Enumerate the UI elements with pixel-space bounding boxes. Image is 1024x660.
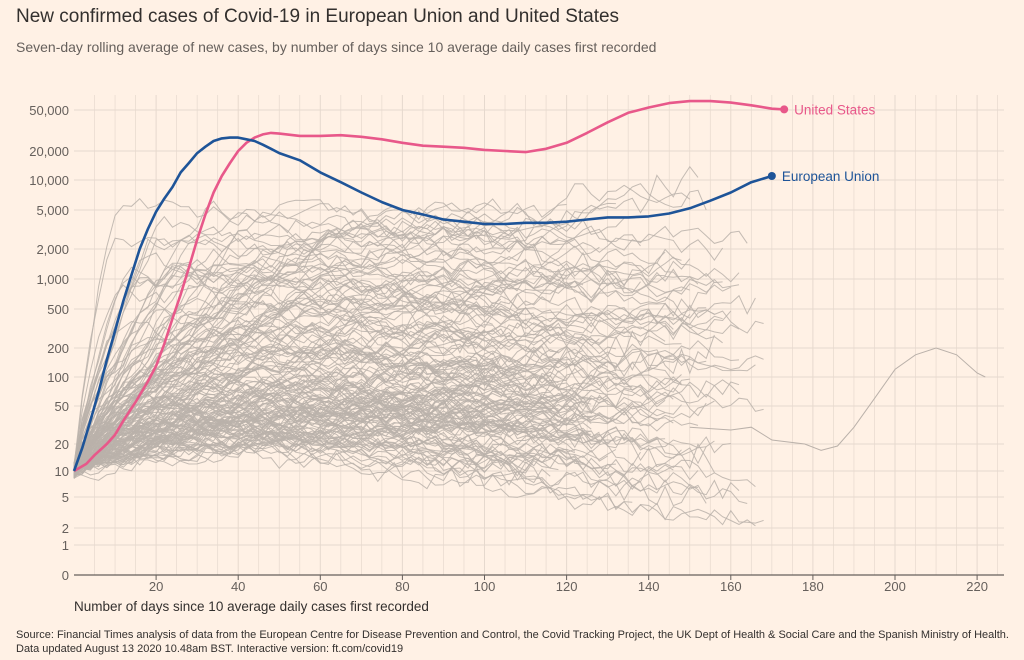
x-tick-label: 20 (149, 579, 163, 594)
x-axis-title: Number of days since 10 average daily ca… (74, 599, 429, 614)
other-country-line (73, 381, 534, 465)
other-country-line (73, 202, 567, 476)
other-country-line (73, 197, 724, 479)
other-country-line (73, 294, 502, 466)
other-country-line (73, 316, 608, 471)
other-country-line (73, 262, 723, 475)
other-country-line (73, 401, 592, 472)
other-country-line (73, 418, 526, 468)
y-tick-label: 1,000 (36, 272, 69, 287)
x-tick-label: 160 (720, 579, 742, 594)
other-country-line (73, 251, 666, 479)
united-states-line (73, 99, 785, 473)
european-union-line (72, 136, 773, 472)
y-tick-label: 5 (62, 490, 69, 505)
other-country-line (73, 224, 682, 476)
other-country-line (689, 347, 986, 451)
other-country-line (73, 430, 633, 511)
other-country-line (73, 419, 592, 476)
other-country-line (73, 397, 731, 473)
y-tick-label: 20,000 (29, 144, 69, 159)
other-country-line (73, 281, 715, 478)
x-tick-label: 120 (556, 579, 578, 594)
other-country-line (73, 304, 485, 470)
other-country-line (73, 232, 625, 478)
x-axis-ticks: 20 40 60 80 100 120 140 160 180 200 220 (149, 575, 988, 594)
other-country-line (73, 352, 691, 479)
y-tick-label: 50,000 (29, 103, 69, 118)
y-tick-label: 50 (55, 399, 69, 414)
y-tick-label: 1 (62, 538, 69, 553)
other-country-line (73, 331, 707, 477)
x-tick-label: 80 (395, 579, 409, 594)
other-country-line (73, 243, 600, 468)
y-tick-label: 20 (55, 437, 69, 452)
united-states-label: United States (794, 102, 875, 117)
other-country-line (73, 407, 534, 476)
chart-title: New confirmed cases of Covid-19 in Europ… (16, 6, 620, 27)
data-updated-line: Data updated August 13 2020 10.48am BST.… (16, 643, 404, 655)
other-country-line (73, 400, 715, 470)
source-note: Source: Financial Times analysis of data… (16, 628, 1009, 656)
y-axis-ticks: 50,00020,00010,0005,0002,0001,0005002001… (29, 103, 69, 583)
other-country-line (73, 248, 715, 473)
other-country-line (73, 410, 625, 481)
other-country-line (73, 400, 575, 479)
european-union-label: European Union (782, 169, 880, 184)
other-country-line (73, 412, 748, 504)
other-country-line (73, 386, 576, 469)
y-tick-label: 2 (62, 521, 69, 536)
y-tick-label: 200 (47, 341, 69, 356)
x-tick-label: 40 (231, 579, 245, 594)
highlight-lines: United States European Union (72, 99, 880, 473)
european-union-endpoint (767, 172, 776, 181)
other-country-line (73, 224, 575, 477)
other-country-line (73, 283, 559, 464)
other-country-line (73, 328, 666, 477)
other-country-line (73, 411, 518, 473)
x-tick-label: 220 (966, 579, 988, 594)
y-tick-label: 5,000 (36, 203, 69, 218)
x-gridlines (94, 95, 998, 575)
x-tick-label: 180 (802, 579, 824, 594)
other-country-line (73, 165, 699, 474)
x-tick-label: 140 (638, 579, 660, 594)
other-country-line (73, 266, 526, 475)
y-tick-label: 100 (47, 370, 69, 385)
y-tick-label: 2,000 (36, 242, 69, 257)
other-country-line (73, 269, 641, 464)
other-country-line (73, 280, 740, 466)
y-tick-label: 10 (55, 464, 69, 479)
chart-subtitle: Seven-day rolling average of new cases, … (16, 39, 657, 55)
source-line: Source: Financial Times analysis of data… (16, 629, 1009, 641)
other-country-line (73, 432, 756, 487)
other-country-line (73, 250, 740, 474)
other-country-line (73, 411, 699, 467)
other-country-line (73, 369, 682, 474)
y-tick-label: 10,000 (29, 173, 69, 188)
y-tick-label: 0 (62, 568, 69, 583)
other-country-line (73, 198, 502, 465)
other-country-line (73, 319, 526, 472)
other-country-line (73, 263, 501, 476)
other-country-line (73, 272, 732, 479)
y-tick-label: 500 (47, 302, 69, 317)
other-country-line (73, 228, 641, 467)
other-country-line (73, 278, 740, 466)
other-country-line (73, 234, 567, 472)
x-tick-label: 200 (884, 579, 906, 594)
x-tick-label: 100 (474, 579, 496, 594)
x-tick-label: 60 (313, 579, 327, 594)
united-states-endpoint (780, 105, 789, 114)
other-countries-lines (73, 165, 986, 527)
